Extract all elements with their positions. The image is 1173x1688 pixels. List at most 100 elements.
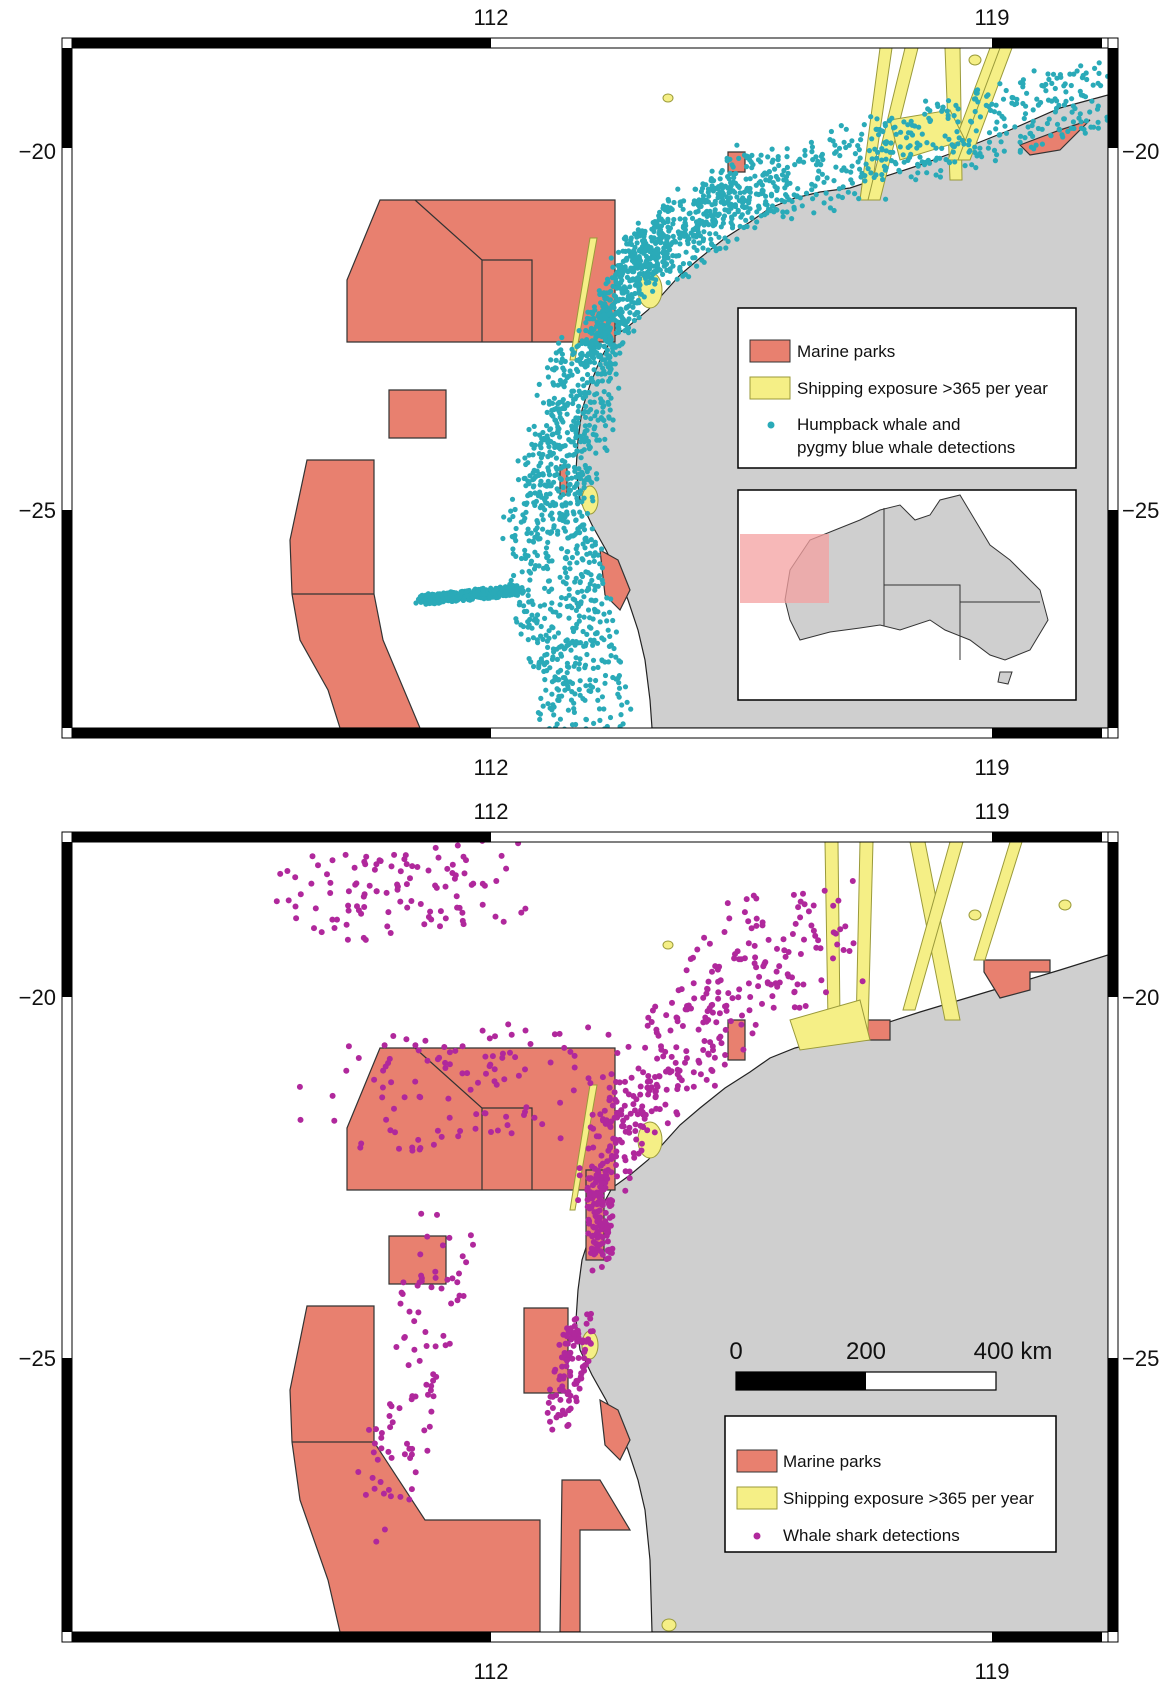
detection-dot [544, 409, 550, 415]
detection-dot [401, 856, 408, 863]
detection-dot [765, 936, 772, 943]
detection-dot [411, 1318, 418, 1325]
detection-dot [849, 878, 856, 884]
detection-dot [541, 739, 546, 744]
detection-dot [638, 1140, 645, 1147]
detection-dot [545, 465, 551, 471]
detection-dot [567, 560, 573, 566]
detection-dot [591, 553, 597, 559]
detection-dot [371, 1076, 378, 1083]
detection-dot [801, 159, 807, 165]
detection-dot [586, 465, 593, 471]
marine-park-swatch [736, 1449, 778, 1473]
detection-dot [561, 1044, 568, 1051]
detection-dot [617, 296, 623, 302]
detection-dot [695, 1026, 702, 1033]
detection-dot [780, 936, 787, 943]
detection-dot [608, 1152, 615, 1159]
detection-dot [576, 1385, 583, 1392]
detection-dot [583, 414, 589, 420]
detection-dot [456, 904, 463, 911]
detection-dot [588, 416, 594, 422]
detection-dot [424, 1057, 431, 1064]
study-area-box [740, 534, 829, 603]
detection-dot [644, 1127, 651, 1134]
detection-dot [898, 129, 904, 135]
detection-dot [573, 530, 580, 536]
detection-dot [640, 1069, 647, 1076]
detection-dot [622, 1168, 629, 1175]
detection-dot [571, 1052, 578, 1059]
detection-dot [433, 1373, 440, 1380]
detection-dot [933, 145, 939, 151]
detection-dot [773, 968, 780, 975]
detection-dot [1048, 133, 1054, 139]
detection-dot [747, 994, 754, 1000]
detection-dot [595, 687, 601, 693]
detection-dot [545, 644, 551, 651]
detection-dot [481, 1110, 488, 1117]
detection-dot [599, 657, 605, 663]
detection-dot [556, 340, 562, 346]
detection-dot [379, 1084, 386, 1091]
detection-dot [428, 1408, 435, 1415]
detection-dot [583, 717, 590, 723]
detection-dot [588, 743, 593, 748]
detection-dot [656, 1073, 663, 1080]
detection-dot [886, 118, 893, 124]
detection-dot [618, 306, 624, 312]
detection-dot [541, 662, 548, 668]
detection-dot [636, 248, 642, 254]
detection-dot [903, 135, 910, 141]
detection-dot [1049, 98, 1055, 104]
detection-dot [605, 1167, 611, 1173]
detection-dot [587, 1328, 594, 1335]
detection-dot [1104, 117, 1108, 123]
detection-dot [557, 602, 563, 608]
detection-dot [808, 139, 815, 145]
detection-dot [567, 1372, 574, 1379]
detection-dot [598, 1180, 605, 1187]
detection-dot [748, 925, 755, 932]
australia-inset-map [737, 489, 1077, 701]
detection-dot [618, 1139, 625, 1146]
detection-dot [581, 1355, 588, 1362]
detection-dot [597, 561, 603, 567]
detection-dot [701, 211, 707, 217]
detection-dot [362, 936, 369, 943]
detection-dot [1069, 96, 1075, 102]
detection-dot [318, 929, 325, 936]
detection-dot [597, 619, 603, 625]
detection-dot [1077, 111, 1083, 117]
detection-dot [1030, 107, 1036, 113]
detection-dot [791, 988, 798, 995]
scale-label: 400 km [974, 1338, 1053, 1365]
detection-dot [545, 553, 551, 559]
detection-dot [603, 281, 609, 287]
detection-dot [1092, 65, 1098, 71]
detection-dot [456, 1292, 463, 1299]
detection-dot [564, 1340, 571, 1347]
detection-dot [755, 983, 762, 990]
detection-dot [515, 458, 521, 464]
detection-dot [531, 663, 537, 670]
detection-dot [572, 468, 578, 474]
detection-dot [776, 162, 782, 169]
detection-dot [613, 1098, 620, 1105]
detection-dot [586, 688, 592, 694]
detection-dot [486, 1063, 493, 1070]
detection-dot [628, 292, 635, 298]
detection-dot [663, 1012, 670, 1019]
detection-dot [738, 214, 744, 220]
detection-dot [595, 417, 601, 423]
detection-dot [868, 114, 874, 120]
detection-dot [563, 570, 569, 576]
detection-dot [642, 1044, 649, 1051]
detection-dot [660, 271, 666, 277]
detection-dot [765, 154, 771, 160]
detection-dot [1105, 73, 1108, 79]
detection-dot [745, 980, 752, 987]
detection-dot [556, 693, 562, 700]
detection-dot [605, 399, 611, 405]
detection-dot [576, 661, 582, 667]
